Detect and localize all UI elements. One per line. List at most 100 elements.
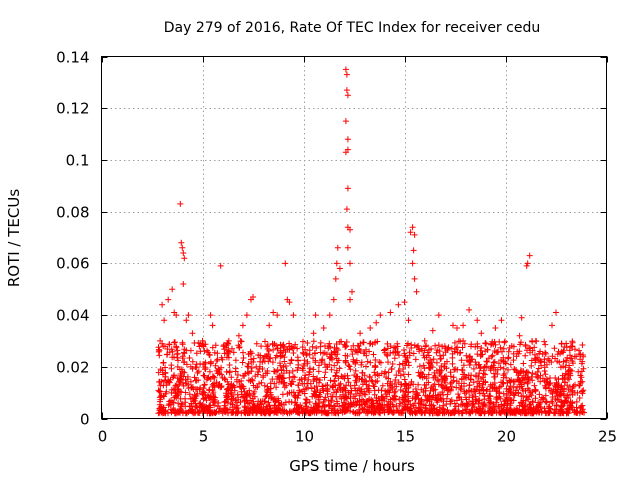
data-point [290, 389, 297, 396]
data-point [463, 403, 470, 410]
data-point [356, 409, 363, 416]
data-point [457, 385, 464, 392]
y-tick-label: 0.06 [56, 255, 89, 273]
data-point [522, 352, 529, 359]
data-point [256, 407, 263, 414]
data-point [516, 402, 523, 409]
data-point [316, 362, 322, 369]
data-point [505, 354, 512, 361]
data-point [226, 406, 233, 413]
data-point [419, 347, 426, 354]
data-point [385, 409, 392, 415]
data-point [340, 384, 347, 391]
data-point [155, 344, 162, 351]
data-point [535, 365, 542, 372]
data-point [580, 387, 587, 394]
data-point [292, 399, 299, 406]
data-point [310, 378, 317, 384]
data-point [420, 362, 427, 369]
data-point [370, 351, 377, 358]
data-point [425, 371, 432, 378]
data-point [240, 349, 246, 356]
data-point [279, 391, 286, 398]
data-point [270, 309, 277, 316]
data-point [372, 409, 379, 416]
data-point [234, 391, 241, 398]
data-point [576, 395, 583, 401]
data-point [421, 373, 428, 380]
data-point [415, 381, 422, 388]
data-point [411, 231, 418, 238]
data-point [167, 402, 174, 408]
data-point [387, 343, 394, 350]
data-point [421, 354, 428, 361]
data-point [180, 250, 187, 256]
data-point [239, 359, 246, 366]
data-point [443, 365, 450, 372]
data-point [349, 351, 356, 358]
data-point [402, 380, 409, 387]
data-point [250, 359, 257, 365]
data-point [264, 403, 271, 410]
data-point [497, 344, 504, 351]
data-point [565, 399, 571, 406]
data-point [391, 344, 398, 351]
data-point [191, 340, 198, 346]
data-point [200, 388, 207, 395]
data-point [313, 345, 320, 351]
data-point [343, 87, 350, 94]
data-point [495, 360, 502, 367]
data-point [350, 408, 357, 415]
data-point [542, 408, 549, 415]
data-point [319, 357, 326, 364]
data-point [329, 405, 336, 412]
data-point [326, 340, 333, 347]
data-point [563, 392, 569, 399]
data-point [191, 397, 198, 404]
data-point [363, 352, 370, 359]
data-point [443, 373, 449, 380]
data-point [353, 379, 360, 385]
data-point [263, 408, 270, 415]
data-point [480, 378, 487, 385]
data-point [553, 309, 559, 316]
data-point [398, 381, 405, 388]
data-point [534, 408, 541, 414]
data-point [271, 380, 278, 387]
data-point [299, 349, 306, 356]
data-point [214, 350, 221, 357]
data-point [262, 393, 269, 400]
data-point [451, 366, 458, 373]
data-point [173, 343, 180, 350]
data-point [474, 383, 481, 390]
data-point [173, 382, 180, 389]
plot-frame [101, 56, 607, 419]
data-point [356, 375, 363, 382]
data-point [358, 388, 365, 395]
data-point [311, 350, 318, 356]
data-point [202, 341, 209, 348]
data-point [384, 404, 391, 411]
data-point [235, 332, 242, 339]
data-point [501, 370, 508, 377]
data-point [556, 359, 563, 366]
data-point [460, 371, 467, 378]
data-point [532, 371, 539, 378]
data-point [492, 341, 499, 348]
data-point [489, 384, 496, 391]
data-point [498, 317, 505, 324]
data-point [546, 405, 553, 412]
data-point [288, 356, 295, 363]
data-point [433, 349, 440, 356]
data-point [507, 390, 514, 397]
data-point [209, 381, 216, 388]
data-point [522, 343, 529, 350]
data-point [443, 395, 450, 402]
data-point [342, 405, 349, 412]
data-point [311, 392, 318, 399]
data-point [162, 343, 168, 350]
data-point [259, 366, 266, 372]
data-point [211, 374, 218, 381]
data-point [529, 370, 536, 377]
data-point [264, 383, 271, 390]
